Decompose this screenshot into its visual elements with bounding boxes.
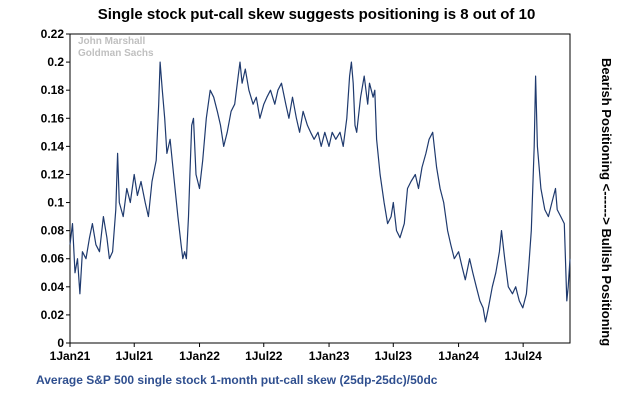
x-tick-label: 1Jan21: [50, 349, 91, 363]
x-axis: 1Jan21 1Jul21 1Jan22 1Jul22 1Jan23 1Jul23 1Jan…: [50, 343, 542, 363]
y-tick-label: 0.2: [47, 55, 64, 69]
x-tick-label: 1Jul23: [375, 349, 413, 363]
right-axis-label: Bearish Positioning <------> Bullish Pos…: [599, 57, 614, 347]
y-tick-label: 0.18: [41, 83, 65, 97]
credit-line-firm: Goldman Sachs: [78, 48, 154, 59]
credit-line-author: John Marshall: [78, 36, 146, 47]
chart-title: Single stock put-call skew suggests posi…: [97, 6, 536, 23]
x-tick-label: 1Jul22: [245, 349, 283, 363]
x-tick-label: 1Jul21: [116, 349, 154, 363]
y-tick-label: 0.16: [41, 111, 65, 125]
y-tick-label: 0.04: [41, 280, 65, 294]
x-tick-label: 1Jul24: [504, 349, 542, 363]
y-axis: 0 0.02 0.04 0.06 0.08 0.1 0.12 0.14 0.16 0.18 0.2 0…: [41, 27, 70, 350]
y-tick-label: 0.02: [41, 308, 65, 322]
y-tick-label: 0.12: [41, 167, 65, 181]
y-tick-label: 0.08: [41, 224, 65, 238]
series-line: [69, 61, 571, 323]
plot-frame: [69, 33, 571, 344]
x-tick-label: 1Jan23: [309, 349, 350, 363]
y-tick-label: 0.1: [47, 196, 64, 210]
series-layer: [69, 61, 571, 323]
chart-credits: John Marshall Goldman Sachs: [78, 36, 154, 60]
y-tick-label: 0.14: [41, 139, 65, 153]
y-tick-label: 0.22: [41, 27, 65, 41]
x-tick-label: 1Jan24: [438, 349, 479, 363]
y-tick-label: 0: [57, 336, 64, 350]
x-axis-caption: Average S&P 500 single stock 1-month put…: [36, 373, 438, 387]
x-tick-label: 1Jan22: [179, 349, 220, 363]
y-tick-label: 0.06: [41, 252, 65, 266]
